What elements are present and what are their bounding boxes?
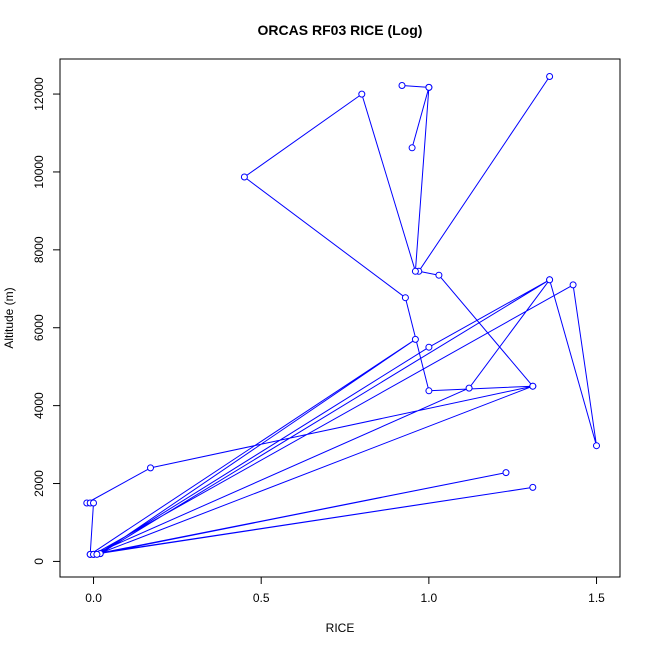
series-layer [83, 73, 600, 558]
y-tick-label: 10000 [32, 155, 46, 189]
y-tick-label: 12000 [32, 77, 46, 111]
data-point [546, 276, 554, 284]
y-tick-label: 6000 [32, 314, 46, 341]
data-point [529, 483, 537, 491]
data-point [425, 83, 433, 91]
x-tick-label: 0.0 [85, 591, 102, 605]
data-point [593, 442, 600, 450]
data-point [408, 144, 416, 152]
data-point [502, 469, 510, 477]
data-point [93, 550, 101, 558]
data-point [90, 499, 97, 507]
data-point [569, 281, 577, 289]
data-point [425, 343, 433, 351]
y-axis-title: Altitude (m) [2, 287, 16, 348]
y-tick-label: 0 [32, 558, 46, 565]
data-point [529, 382, 537, 390]
x-tick-label: 1.0 [421, 591, 438, 605]
y-axis: 0 2000 4000 6000 8000 10000 12000 [32, 77, 61, 565]
data-point [358, 90, 366, 98]
data-point [240, 173, 248, 181]
data-point [546, 73, 554, 80]
data-point [147, 464, 154, 472]
data-point [435, 271, 443, 279]
y-tick-label: 8000 [32, 236, 46, 263]
data-point [411, 267, 419, 275]
data-point [465, 384, 473, 392]
x-tick-label: 0.5 [253, 591, 270, 605]
y-tick-label: 2000 [32, 470, 46, 497]
x-tick-label: 1.5 [588, 591, 605, 605]
data-point [398, 82, 406, 89]
y-tick-label: 4000 [32, 392, 46, 419]
data-point [401, 294, 409, 302]
chart-title: ORCAS RF03 RICE (Log) [258, 22, 423, 38]
x-axis-title: RICE [326, 621, 355, 635]
data-point [411, 335, 419, 343]
x-axis: 0.0 0.5 1.0 1.5 [85, 576, 605, 605]
data-point [425, 387, 433, 395]
